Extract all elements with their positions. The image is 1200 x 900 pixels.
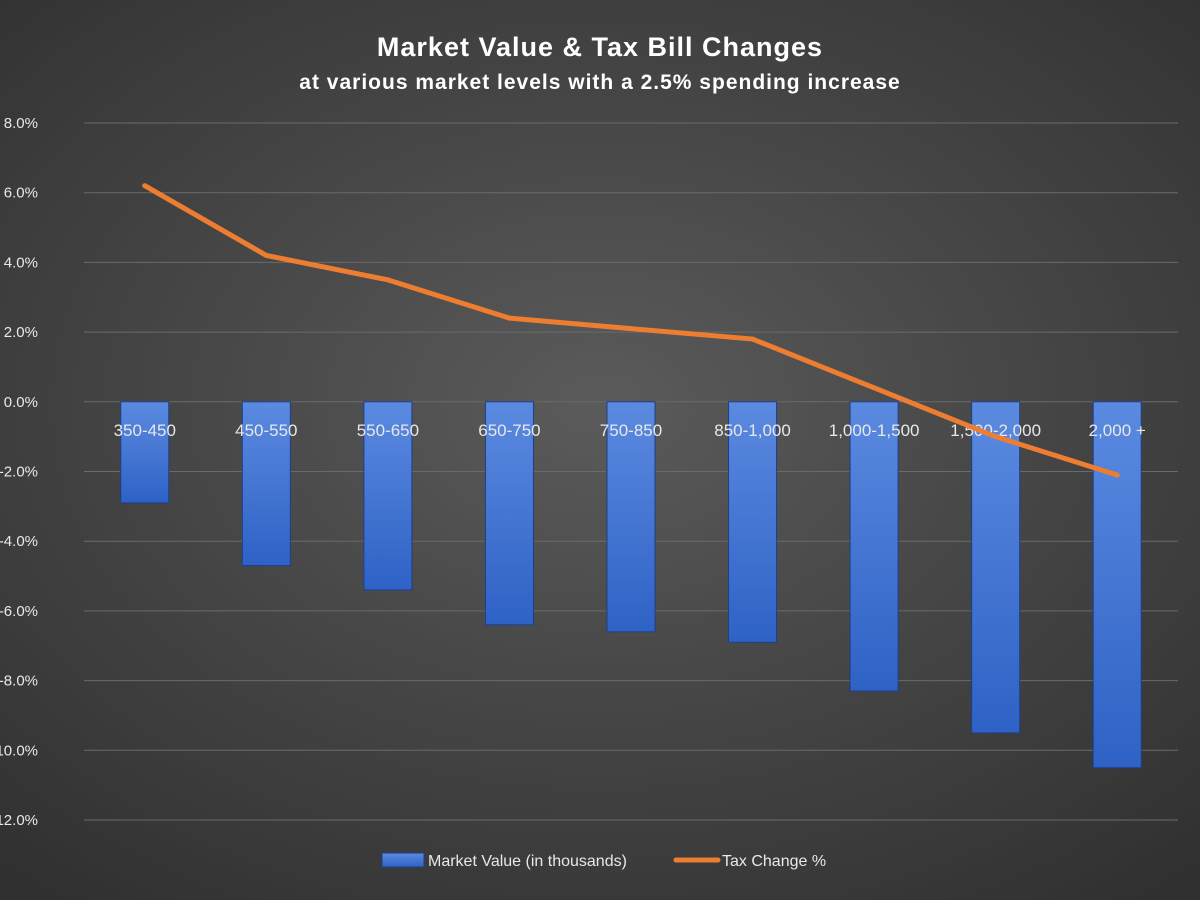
legend-label-market-value: Market Value (in thousands) [428,853,627,870]
line-point [750,336,756,342]
legend: Market Value (in thousands) Tax Change % [381,852,826,870]
y-tick-label: -12.0% [0,812,38,829]
category-label: 650-750 [478,421,540,440]
y-tick-label: 8.0% [4,115,38,132]
bar [728,401,778,643]
bar-series [120,401,1142,769]
bar [971,401,1021,734]
y-tick-label: 0.0% [4,394,38,411]
bar [120,401,170,504]
category-label: 450-550 [235,421,297,440]
category-label: 750-850 [600,421,662,440]
category-label: 2,000 + [1089,421,1146,440]
line-point [506,315,512,321]
bar [484,401,534,626]
line-point [263,252,269,258]
category-label: 550-650 [357,421,419,440]
y-tick-label: 4.0% [4,254,38,271]
line-point [628,326,634,332]
chart-subtitle: at various market levels with a 2.5% spe… [299,71,900,94]
y-tick-label: -4.0% [0,533,38,550]
bar [606,401,656,633]
y-tick-label: -2.0% [0,464,38,481]
y-tick-label: 6.0% [4,185,38,202]
bar [363,401,413,591]
y-tick-label: 2.0% [4,324,38,341]
bar [1092,401,1142,769]
y-tick-label: -6.0% [0,603,38,620]
line-point [142,183,148,189]
line-series [142,183,1120,478]
y-axis-ticks: 8.0% 6.0% 4.0% 2.0% 0.0% -2.0% -4.0% -6.0% -8.0%… [0,115,38,829]
y-tick-label: -8.0% [0,673,38,690]
category-label: 350-450 [114,421,176,440]
y-tick-label: -10.0% [0,742,38,759]
category-label: 1,000-1,500 [829,421,920,440]
line-point [385,277,391,283]
category-label: 850-1,000 [714,421,791,440]
bar [849,401,899,692]
line-point [871,385,877,391]
legend-bar-swatch [381,852,425,868]
bar [241,401,291,567]
line-point [1114,472,1120,478]
line-point [993,434,999,440]
chart-title: Market Value & Tax Bill Changes [377,32,823,62]
legend-label-tax-change: Tax Change % [722,853,826,870]
